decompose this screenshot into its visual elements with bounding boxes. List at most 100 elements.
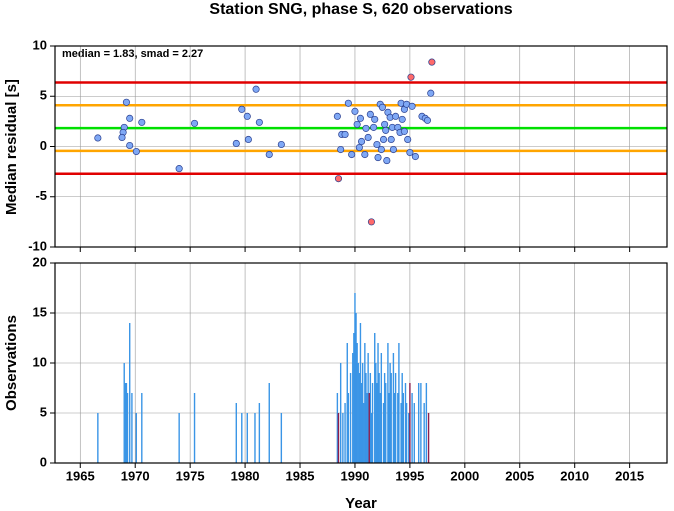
bar (280, 413, 283, 463)
bar (337, 413, 340, 463)
y-axis-label: Observations (3, 315, 20, 411)
bar (420, 383, 422, 463)
point (243, 112, 251, 120)
bar (369, 373, 372, 463)
bar (367, 353, 369, 463)
bar (394, 373, 397, 463)
bar (371, 383, 374, 463)
point (361, 150, 369, 159)
chart-title: Station SNG, phase S, 620 observations (209, 1, 512, 18)
point (126, 141, 134, 150)
point (366, 110, 374, 118)
y-tick-label: 20 (33, 254, 47, 269)
bar (193, 393, 196, 463)
point (355, 143, 363, 152)
bar (141, 393, 143, 463)
bar (352, 353, 354, 463)
bar (97, 413, 99, 463)
point (370, 123, 378, 131)
x-tick-label: 1990 (340, 468, 369, 483)
bar (427, 413, 430, 463)
point (238, 105, 246, 113)
bar (392, 353, 395, 463)
point (337, 145, 345, 154)
bar (268, 383, 270, 463)
bar (254, 413, 256, 463)
point (333, 112, 341, 120)
bar (379, 393, 381, 463)
point (348, 150, 356, 159)
bar (366, 393, 368, 463)
panel: 1965 1970 1975 1980 1985 1990 1995 2000 2005 2010… (33, 254, 668, 483)
bar (398, 343, 400, 463)
point (423, 116, 432, 124)
bar (353, 333, 355, 463)
y-tick-label: 15 (33, 304, 47, 319)
bar (365, 373, 367, 463)
point (398, 115, 406, 123)
y-tick-label: -5 (35, 188, 47, 203)
x-tick-label: 1985 (286, 468, 315, 483)
bar (423, 403, 425, 463)
point (334, 175, 343, 183)
bar (393, 393, 396, 463)
bar (355, 313, 357, 463)
point (356, 114, 365, 122)
x-tick-label: 1975 (176, 468, 205, 483)
bar (401, 373, 403, 463)
bar (349, 373, 352, 463)
point (389, 145, 397, 154)
plot-frame (54, 45, 668, 248)
point (407, 73, 415, 81)
point (404, 135, 412, 144)
bar (409, 383, 411, 463)
bar (383, 373, 386, 463)
x-tick-label: 2005 (505, 468, 534, 483)
bar (375, 363, 377, 463)
point (378, 103, 386, 111)
x-tick-label: 2000 (450, 468, 479, 483)
point (373, 140, 381, 149)
x-tick-label: 2010 (560, 468, 589, 483)
bar (380, 353, 383, 463)
point (118, 133, 126, 142)
bar (378, 373, 380, 463)
bar (370, 413, 373, 463)
bar (126, 393, 129, 463)
panel: -10 -5 0 5 10 (28, 37, 668, 253)
point (357, 137, 366, 146)
point (126, 114, 134, 122)
x-tick-label: 2015 (615, 468, 644, 483)
point (94, 134, 102, 142)
point (382, 126, 390, 134)
bar (425, 383, 428, 463)
bar (402, 393, 405, 463)
y-tick-label: 5 (40, 404, 47, 419)
bar (417, 383, 420, 463)
bar (357, 363, 359, 463)
bar (129, 323, 131, 463)
point (252, 85, 260, 93)
bar (235, 403, 237, 463)
bar (404, 383, 407, 463)
bar (411, 393, 413, 463)
point (383, 157, 391, 165)
x-tick-label: 1965 (66, 468, 95, 483)
y-tick-label: 10 (33, 37, 47, 52)
point (351, 107, 359, 115)
point (377, 145, 385, 154)
bar (347, 393, 350, 463)
y-tick-label: 5 (40, 88, 47, 103)
bar (125, 383, 128, 463)
point (255, 118, 263, 126)
bar (400, 403, 402, 463)
point (367, 218, 375, 226)
bar (363, 403, 365, 463)
point (277, 140, 285, 149)
bar (178, 413, 180, 463)
bar (360, 383, 363, 463)
point (381, 120, 389, 128)
bar (356, 343, 358, 463)
point (428, 58, 436, 66)
plot-frame (54, 262, 668, 464)
